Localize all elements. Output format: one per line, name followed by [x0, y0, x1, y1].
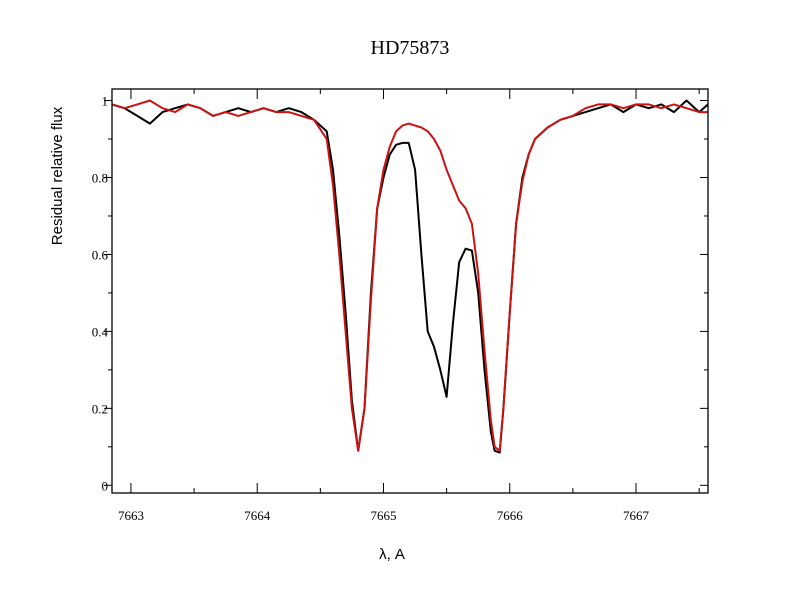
x-tick-label: 7663: [118, 508, 144, 523]
y-tick-label: 0.6: [92, 247, 109, 262]
series-line-1: [111, 99, 709, 454]
y-tick-label: 0.2: [92, 401, 108, 416]
ticks-layer: 7663 7664 7665 7666 7667 0 0.2 0.4 0.6 0.8 1: [92, 89, 708, 523]
x-tick-label: 7666: [497, 508, 524, 523]
series-line-2: [111, 99, 708, 452]
y-tick-label: 0: [102, 478, 109, 493]
y-tick-label: 1: [102, 94, 109, 109]
y-tick-label: 0.4: [92, 324, 109, 339]
chart-title: HD75873: [371, 37, 450, 59]
y-tick-label: 0.8: [92, 170, 108, 185]
x-tick-label: 7665: [370, 508, 396, 523]
x-tick-label: 7664: [244, 508, 271, 523]
plot-frame: [111, 88, 709, 494]
series-layer: [111, 99, 709, 454]
x-axis-label: λ, A: [379, 546, 405, 563]
y-axis-label: Residual relative flux: [49, 106, 66, 245]
x-tick-label: 7667: [623, 508, 650, 523]
